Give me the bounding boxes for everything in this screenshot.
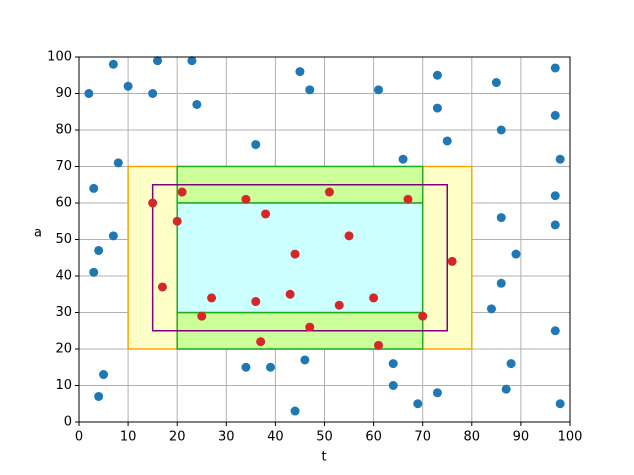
y-tick-label: 90 [55,86,72,101]
point [290,249,300,259]
point [496,278,506,288]
y-axis-label: a [34,226,42,241]
x-axis-label: t [321,450,326,465]
point [123,81,133,91]
point [251,297,261,307]
point [555,154,565,164]
point [344,231,354,241]
point [550,326,560,336]
point [369,293,379,303]
point [148,198,158,208]
point [374,340,384,350]
region [151,184,448,332]
y-tick-label: 100 [47,50,72,65]
point [84,89,94,98]
point [501,384,511,394]
point [113,158,123,168]
point [374,85,384,95]
x-tick-label: 50 [316,430,333,445]
point [207,293,217,303]
point [496,125,506,135]
point [432,388,442,398]
point [197,311,207,321]
x-tick-label: 60 [365,430,382,445]
point [491,78,501,88]
region [176,202,424,314]
point [388,381,398,390]
point [172,216,182,226]
x-tick-label: 70 [414,430,431,445]
point [99,370,109,380]
y-tick-label: 40 [55,269,72,284]
point [550,110,560,120]
point [261,209,271,219]
point [108,231,118,241]
x-tick-label: 90 [513,430,530,445]
point [290,406,300,416]
x-tick-label: 100 [558,430,583,445]
point [305,322,315,332]
point [511,249,521,259]
y-tick-label: 30 [55,305,72,320]
point [251,140,261,150]
point [550,191,560,201]
point [403,194,413,204]
point [265,362,275,372]
point [256,337,266,347]
point [89,183,99,193]
point [418,311,428,321]
y-tick-label: 50 [55,232,72,247]
point [94,245,104,255]
point [89,267,99,277]
point [241,194,251,204]
point [550,220,560,230]
x-tick-label: 30 [218,430,235,445]
point [413,399,423,409]
y-tick-label: 10 [55,378,72,393]
point [506,359,516,369]
point [550,63,560,73]
point [241,362,251,372]
x-tick-label: 20 [169,430,186,445]
point [555,399,565,409]
point [94,391,104,401]
y-tick-label: 20 [55,342,72,357]
point [324,187,334,197]
point [447,256,457,266]
point [496,213,506,223]
point [305,85,315,95]
point [432,70,442,80]
x-tick-label: 80 [464,430,481,445]
y-tick-label: 70 [55,159,72,174]
x-tick-label: 10 [120,430,137,445]
point [285,289,295,299]
point [442,136,452,146]
point [388,359,398,369]
point [432,103,442,113]
point [334,300,344,310]
point [157,282,167,292]
y-tick-label: 80 [55,123,72,138]
point [153,56,163,66]
point [148,89,158,98]
point [192,99,202,109]
point [398,154,408,164]
point [295,67,305,77]
point [300,355,310,365]
point [177,187,187,197]
x-tick-label: 40 [267,430,284,445]
y-tick-label: 60 [55,196,72,211]
point [486,304,496,314]
point [187,56,197,66]
point [108,59,118,69]
y-tick-label: 0 [64,415,72,430]
x-tick-label: 0 [75,430,83,445]
